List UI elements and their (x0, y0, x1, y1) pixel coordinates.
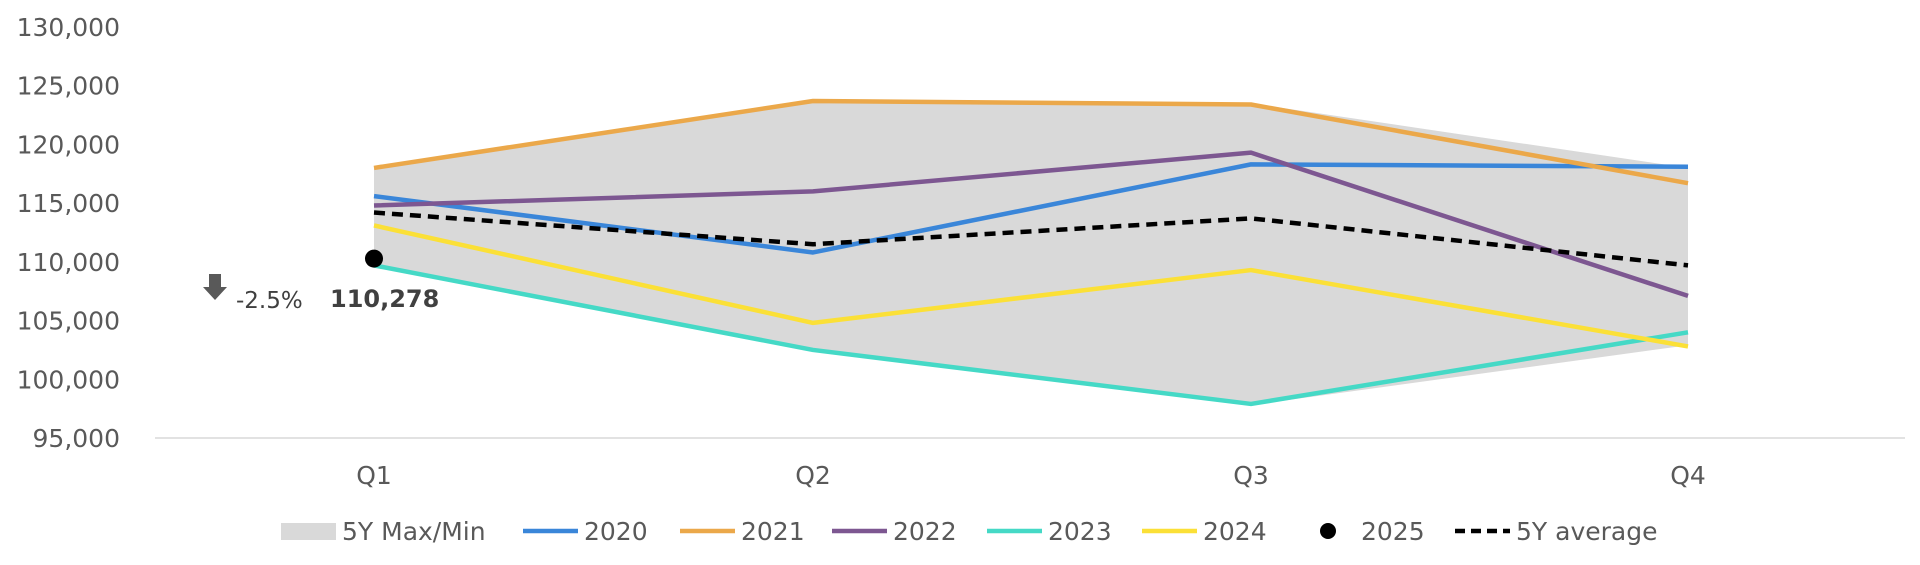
series-line-2023 (373, 263, 1689, 407)
legend: 5Y Max/Min 2020 2021 2022 2023 2024 2025 5Y ave… (281, 517, 1657, 546)
x-tick-label: Q1 (356, 461, 392, 490)
series-line-5y-average (373, 210, 1689, 268)
legend-swatch-band (281, 523, 336, 540)
axis-layer: 95,000 100,000 105,000 110,000 115,000 120,00… (17, 13, 1905, 490)
legend-label-2023: 2023 (1048, 517, 1112, 546)
series-line-2022 (373, 150, 1689, 299)
y-tick-label: 130,000 (17, 13, 120, 42)
band-5y-max-min (374, 100, 1688, 406)
legend-label-2022: 2022 (893, 517, 957, 546)
x-tick-label: Q2 (795, 461, 831, 490)
legend-label-2020: 2020 (584, 517, 648, 546)
legend-swatch-2025 (1320, 523, 1336, 539)
series-line-2021 (373, 98, 1689, 186)
annotation-layer: -2.5% 110,278 (203, 274, 439, 314)
series-line-2020 (373, 162, 1689, 255)
series-layer (365, 98, 1689, 407)
y-tick-label: 105,000 (17, 307, 120, 336)
change-percent-label: -2.5% (236, 288, 303, 314)
y-tick-label: 110,000 (17, 248, 120, 277)
y-tick-label: 115,000 (17, 189, 120, 218)
y-tick-label: 100,000 (17, 365, 120, 394)
x-tick-label: Q3 (1233, 461, 1269, 490)
band-layer (374, 100, 1688, 406)
y-tick-label: 95,000 (33, 424, 120, 453)
arrow-down-icon (203, 274, 227, 300)
current-value-label: 110,278 (330, 285, 439, 313)
legend-label-5y-average: 5Y average (1516, 517, 1657, 546)
y-tick-label: 125,000 (17, 72, 120, 101)
point-2025 (365, 249, 383, 268)
series-line-2024 (373, 223, 1689, 349)
legend-label-band: 5Y Max/Min (342, 517, 486, 546)
legend-label-2024: 2024 (1203, 517, 1267, 546)
legend-label-2021: 2021 (741, 517, 805, 546)
x-tick-label: Q4 (1670, 461, 1706, 490)
y-tick-label: 120,000 (17, 130, 120, 159)
legend-label-2025: 2025 (1361, 517, 1425, 546)
